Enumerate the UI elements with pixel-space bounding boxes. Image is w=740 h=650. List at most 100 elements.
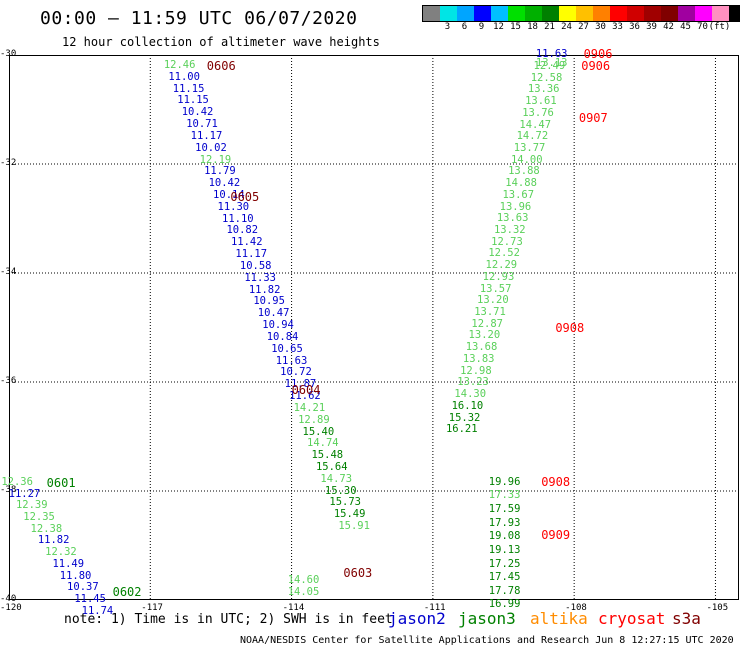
wave-height-label: 11.10 [222,212,254,225]
wave-height-label: 13.67 [502,188,535,201]
color-scale-label: 24 [561,22,572,32]
pass-date-label: 0908 [555,320,585,335]
wave-height-label: 15.49 [333,508,366,521]
color-scale-swatch [576,6,593,21]
pass-date-label: 0605 [230,189,260,204]
color-scale-swatch [440,6,457,21]
pass-date-label: 0906 [583,46,613,61]
wave-height-label: 13.83 [462,352,495,365]
color-scale-swatch [423,6,440,21]
wave-height-label: 11.63 [535,48,568,60]
wave-height-label: 11.80 [59,569,92,582]
wave-height-label: 11.00 [168,70,200,83]
latitude-tick-label: -36 [0,376,17,386]
color-scale-swatch [610,6,627,21]
wave-height-label: 11.15 [172,82,205,95]
wave-height-label: 13.20 [477,294,509,307]
color-scale-swatch [491,6,508,21]
wave-height-label: 15.40 [302,425,335,438]
color-scale-swatch [712,6,729,21]
wave-height-label: 11.82 [248,283,281,296]
longitude-tick-label: -108 [565,603,587,613]
wave-height-label: 11.45 [74,593,106,605]
color-scale-label: 33 [612,22,623,32]
color-scale-swatch [729,6,740,21]
color-scale-label: 42 [663,22,674,32]
wave-height-label: 14.05 [287,586,320,599]
wave-height-label: 11.87 [284,378,317,391]
wave-height-label: 13.68 [465,341,498,354]
wave-height-label: 12.19 [199,153,232,166]
wave-height-label: 11.17 [190,129,223,142]
wave-height-label: 14.00 [510,153,543,166]
color-scale-label: 39 [646,22,657,32]
wave-height-label: 13.96 [499,200,532,213]
color-scale-swatch [542,6,559,21]
color-scale-swatch [678,6,695,21]
map-plot-area [8,54,739,601]
wave-height-label: 14.47 [519,118,552,131]
wave-height-label: 14.88 [505,177,537,190]
wave-height-label: 12.39 [15,499,48,512]
wave-height-label: 12.49 [533,59,566,72]
color-scale-swatch [627,6,644,21]
pass-date-label: 0907 [578,110,608,125]
color-scale-label: 18 [527,22,538,32]
wave-height-label: 12.87 [471,317,503,330]
page-subtitle: 12 hour collection of altimeter wave hei… [62,35,380,49]
wave-height-label: 17.93 [488,516,521,529]
wave-height-label: 17.25 [488,557,521,570]
wave-height-label: 11.63 [275,354,308,367]
color-scale-swatch [695,6,712,21]
legend-item-s3a: s3a [672,609,701,628]
wave-height-label: 13.61 [525,95,557,108]
wave-height-label: 12.98 [460,364,492,377]
wave-height-label: 19.96 [488,475,521,488]
wave-height-label: 14.30 [454,388,487,401]
color-scale-label: 6 [461,22,468,32]
wave-height-label: 10.58 [239,259,272,272]
wave-height-label: 13.20 [468,329,501,342]
color-scale-swatch [525,6,542,21]
wave-height-label: 10.47 [257,307,290,320]
wave-height-label: 10.14 [213,188,245,201]
color-scale-label: 30 [595,22,606,32]
color-scale-label: 45 [680,22,691,32]
wave-height-label: 11.15 [177,94,209,107]
wave-height-label: 12.36 [1,475,33,488]
wave-height-label: 17.78 [488,584,521,597]
wave-height-label: 13.63 [496,212,529,225]
latitude-tick-label: -40 [0,594,17,604]
wave-height-label: 14.72 [516,130,549,143]
pass-date-label: 0908 [541,474,571,489]
wave-height-label: 13.36 [527,83,560,96]
credit-line: NOAA/NESDIS Center for Satellite Applica… [240,635,734,646]
color-scale-label: (ft) [708,22,731,32]
wave-height-label: 12.38 [30,522,63,535]
color-scale-label: 9 [478,22,485,32]
longitude-tick-label: -120 [0,603,22,613]
color-scale-label: 12 [493,22,504,32]
pass-date-label: 0909 [541,527,571,542]
wave-height-label: 10.42 [181,106,214,119]
wave-height-label: 12.29 [485,259,518,272]
color-scale-swatch [457,6,474,21]
wave-height-label: 16.21 [445,423,478,436]
wave-height-label: 11.33 [244,271,276,284]
wave-height-label: 19.08 [488,530,521,543]
wave-height-label: 12.89 [298,413,330,426]
wave-height-label: 10.95 [253,295,285,308]
wave-height-label: 11.30 [217,200,250,213]
wave-height-label: 14.73 [320,472,353,485]
color-scale-label: 21 [544,22,555,32]
wave-height-label: 12.52 [488,247,520,260]
color-scale-swatch [661,6,678,21]
color-scale-swatch [508,6,525,21]
wave-height-label: 14.74 [307,437,339,450]
wave-height-label: 17.33 [488,489,521,502]
pass-date-label: 0603 [343,565,373,580]
color-scale-swatch [644,6,661,21]
legend-item-jason2: jason2 [388,609,446,628]
legend-item-altika: altika [530,609,588,628]
wave-height-label: 15.30 [324,484,357,497]
